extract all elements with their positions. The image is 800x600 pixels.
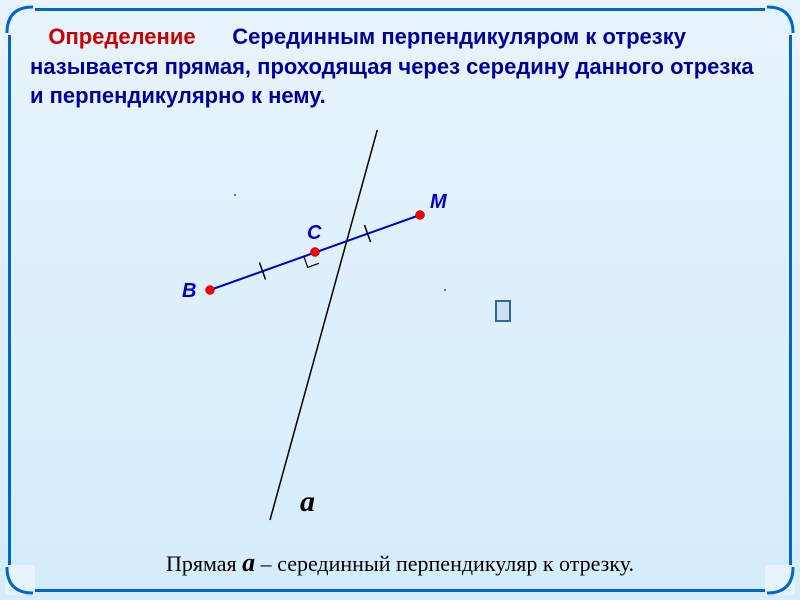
point-label-B: В [182, 280, 196, 303]
definition-word: Определение [48, 24, 195, 49]
point-label-M: М [430, 191, 447, 214]
diagram [0, 130, 800, 530]
bottom-dash: – [255, 551, 277, 576]
point-label-C: С [307, 222, 321, 245]
cursor-marker [495, 300, 511, 322]
bottom-pre: Прямая [166, 551, 242, 576]
diagram-svg [0, 130, 800, 530]
definition-text: Определение Серединным перпендикуляром к… [30, 22, 770, 111]
bottom-post: серединный перпендикуляр к отрезку. [277, 551, 634, 576]
slide: Определение Серединным перпендикуляром к… [0, 0, 800, 600]
bottom-a: a [242, 548, 255, 577]
line-label-a: a [300, 485, 315, 519]
bottom-caption: Прямая a – серединный перпендикуляр к от… [0, 548, 800, 578]
